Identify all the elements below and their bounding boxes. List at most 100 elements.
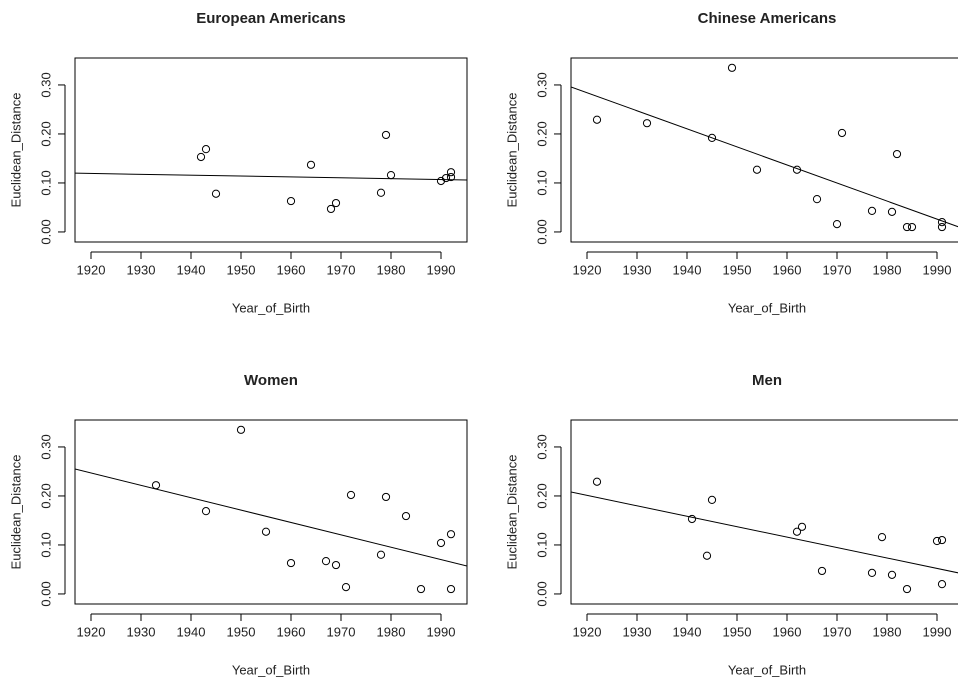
y-tick-label: 0.00 (534, 581, 549, 606)
y-axis-label: Euclidean_Distance (504, 455, 519, 570)
x-tick-label: 1980 (377, 262, 406, 277)
data-point (707, 495, 717, 504)
plot-frame (570, 57, 958, 243)
data-point (867, 568, 877, 577)
data-point (286, 196, 296, 206)
plot-frame (74, 57, 468, 243)
data-point (446, 172, 456, 182)
panel: Men Year_of_Birth Euclidean_Distance 1920 19… (504, 372, 958, 677)
data-point (867, 206, 877, 215)
data-point (892, 149, 902, 159)
data-point (401, 511, 411, 521)
data-point (306, 160, 316, 169)
y-tick-label: 0.10 (38, 532, 53, 557)
x-tick-label: 1920 (77, 262, 106, 277)
y-axis-label: Euclidean_Distance (8, 93, 23, 208)
y-tick-label: 0.10 (534, 170, 549, 195)
x-tick-label: 1980 (873, 262, 902, 277)
data-point (331, 560, 341, 570)
x-tick-label: 1950 (723, 262, 752, 277)
panel-title: Women (244, 372, 298, 389)
trend-line (571, 491, 958, 574)
data-point (932, 536, 942, 546)
y-axis-label: Euclidean_Distance (8, 455, 23, 570)
data-point (937, 535, 947, 545)
data-point (812, 195, 822, 204)
data-point (381, 130, 391, 140)
data-point (837, 128, 847, 138)
trend-line (75, 468, 467, 567)
x-axis-label: Year_of_Birth (232, 300, 310, 315)
x-tick-label: 1960 (277, 624, 306, 639)
data-point (592, 477, 602, 486)
y-tick-label: 0.00 (38, 581, 53, 606)
x-tick-label: 1930 (127, 624, 156, 639)
data-point (887, 207, 897, 216)
data-point (196, 152, 206, 162)
data-point (727, 63, 737, 72)
data-point (752, 165, 762, 174)
data-point (707, 133, 717, 142)
data-point (832, 220, 842, 229)
data-point (446, 584, 456, 594)
y-tick-label: 0.10 (534, 532, 549, 557)
data-point (877, 533, 887, 542)
data-point (937, 218, 947, 227)
data-point (151, 481, 161, 490)
x-tick-label: 1940 (177, 262, 206, 277)
data-point (642, 119, 652, 128)
data-point (326, 204, 336, 214)
x-tick-label: 1940 (673, 624, 702, 639)
x-tick-label: 1990 (427, 624, 456, 639)
x-axis-label: Year_of_Birth (232, 662, 310, 677)
data-point (376, 188, 386, 197)
panel-title: European Americans (196, 10, 346, 27)
data-point (687, 514, 697, 524)
x-tick-label: 1960 (773, 262, 802, 277)
x-tick-label: 1930 (623, 624, 652, 639)
x-tick-label: 1970 (823, 624, 852, 639)
x-tick-label: 1940 (177, 624, 206, 639)
x-tick-label: 1960 (277, 262, 306, 277)
data-point (907, 222, 917, 232)
data-point (331, 198, 341, 208)
x-tick-label: 1950 (227, 262, 256, 277)
x-tick-label: 1920 (573, 624, 602, 639)
data-point (341, 582, 351, 592)
y-tick-label: 0.00 (534, 219, 549, 244)
panel: Chinese Americans Year_of_Birth Euclidean_… (504, 10, 958, 315)
x-tick-label: 1940 (673, 262, 702, 277)
x-tick-label: 1990 (427, 262, 456, 277)
data-point (446, 530, 456, 539)
x-tick-label: 1990 (923, 262, 952, 277)
data-point (792, 165, 802, 174)
x-tick-label: 1920 (77, 624, 106, 639)
data-point (902, 222, 912, 232)
data-point (236, 425, 246, 434)
x-tick-label: 1990 (923, 624, 952, 639)
x-tick-label: 1950 (723, 624, 752, 639)
x-tick-label: 1970 (327, 624, 356, 639)
y-tick-label: 0.30 (534, 72, 549, 97)
data-point (792, 527, 802, 536)
panel-title: Chinese Americans (698, 10, 837, 27)
x-tick-label: 1920 (573, 262, 602, 277)
data-point (797, 522, 807, 531)
data-point (376, 550, 386, 559)
data-point (937, 222, 947, 232)
x-axis-label: Year_of_Birth (728, 300, 806, 315)
y-tick-label: 0.30 (534, 434, 549, 459)
data-point (211, 189, 221, 198)
panel: Women Year_of_Birth Euclidean_Distance 1920… (8, 372, 468, 677)
data-point (446, 168, 456, 177)
data-point (346, 490, 356, 500)
trend-line (75, 172, 467, 181)
data-point (416, 584, 426, 594)
y-tick-label: 0.20 (38, 121, 53, 146)
data-point (592, 115, 602, 124)
x-tick-label: 1970 (823, 262, 852, 277)
y-tick-label: 0.00 (38, 219, 53, 244)
data-point (261, 527, 271, 536)
